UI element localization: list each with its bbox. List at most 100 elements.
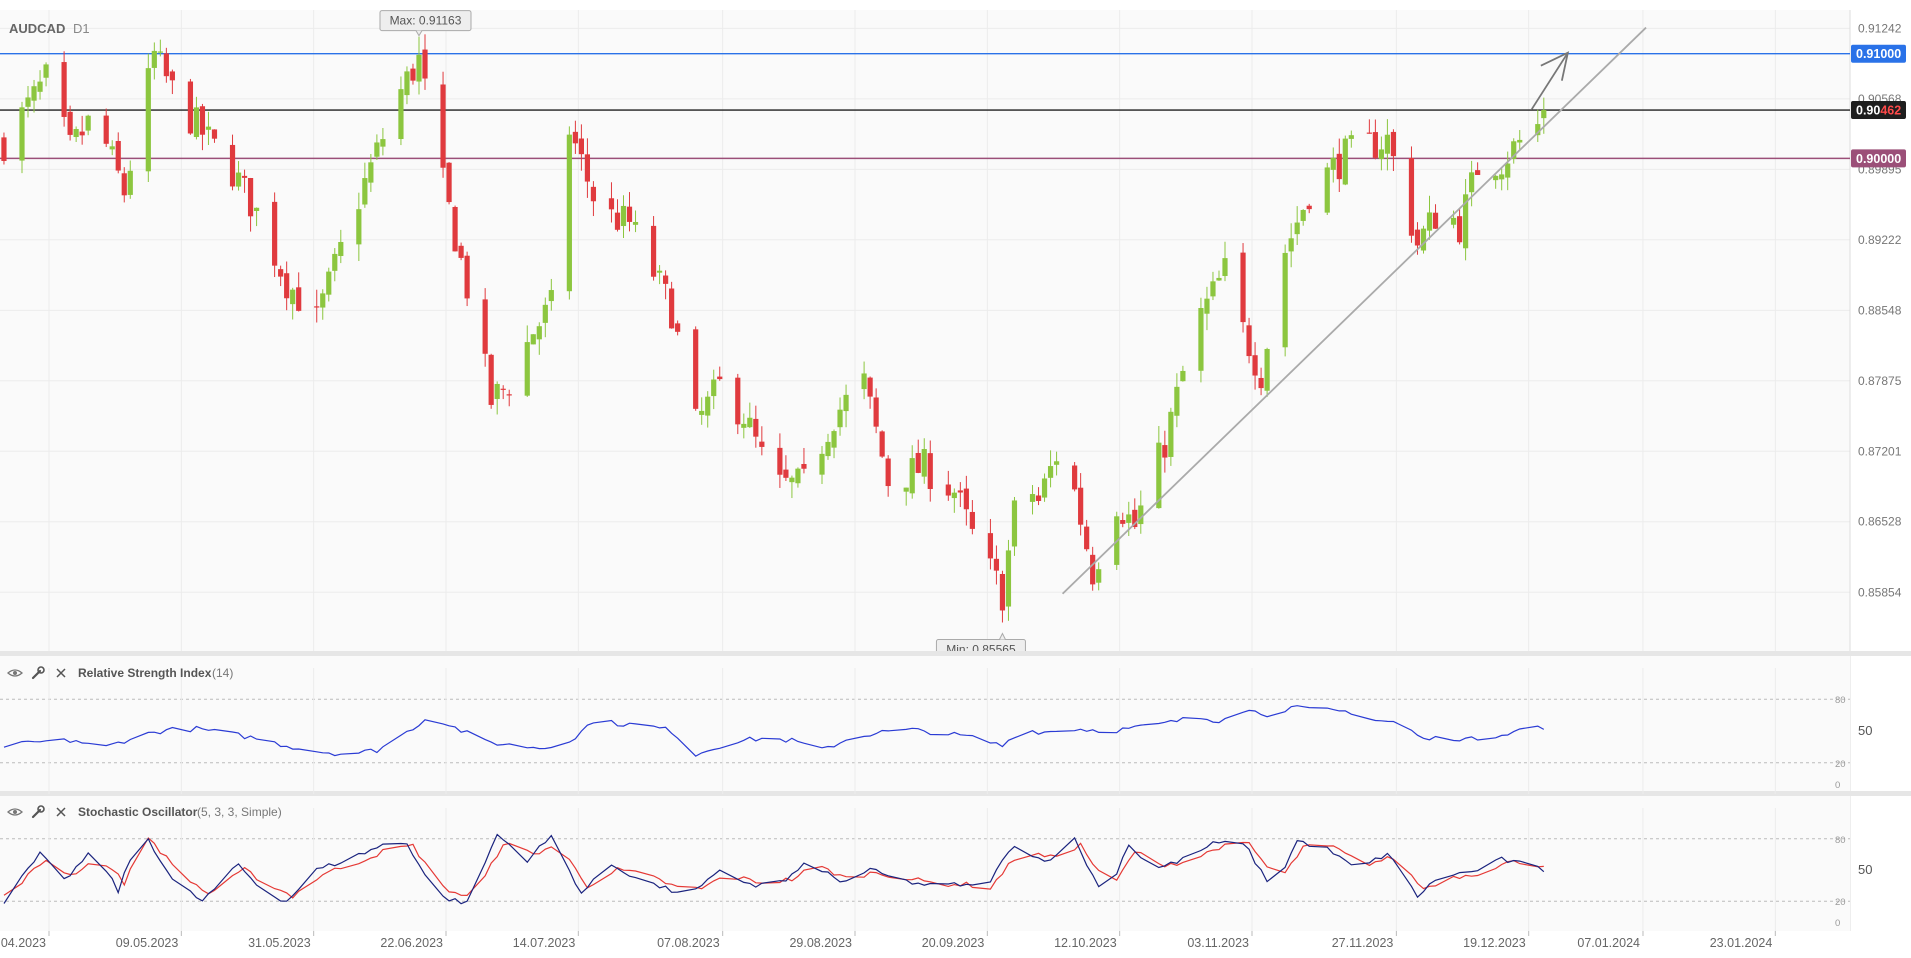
panel-separator-1[interactable] bbox=[0, 651, 1911, 656]
candle-body bbox=[1053, 461, 1060, 465]
candle bbox=[247, 177, 254, 232]
time-tick-label: 19.12.2023 bbox=[1463, 936, 1526, 950]
candle-body bbox=[1306, 205, 1312, 210]
wrench-icon[interactable] bbox=[31, 666, 45, 680]
trendline-group[interactable] bbox=[1061, 26, 1647, 595]
candle-body bbox=[650, 225, 657, 277]
candle bbox=[205, 111, 212, 146]
eye-icon[interactable] bbox=[7, 669, 23, 677]
candle-body bbox=[452, 206, 458, 252]
candle-body bbox=[548, 290, 554, 302]
candle-body bbox=[1120, 520, 1126, 524]
candle bbox=[999, 570, 1006, 623]
candle bbox=[608, 182, 615, 223]
candle bbox=[801, 447, 807, 474]
candle bbox=[362, 162, 368, 208]
candle bbox=[1035, 487, 1042, 506]
candle bbox=[145, 53, 151, 182]
candle bbox=[548, 278, 554, 311]
time-tick-label: 20.09.2023 bbox=[922, 936, 985, 950]
candle bbox=[945, 470, 951, 501]
candle-body bbox=[1535, 124, 1541, 136]
candle bbox=[1096, 562, 1102, 591]
candle-body bbox=[741, 423, 747, 428]
rsi-panel[interactable]: 80 50 20 0 Relative Strength Index (14) bbox=[0, 656, 1872, 794]
candle-body bbox=[1047, 466, 1054, 478]
candle bbox=[163, 47, 169, 83]
candle bbox=[410, 63, 416, 85]
candle-body bbox=[801, 464, 807, 469]
candle-body bbox=[819, 453, 825, 475]
candle-body bbox=[903, 487, 909, 492]
candle-body bbox=[873, 397, 879, 427]
candle bbox=[1258, 367, 1264, 396]
candle bbox=[368, 153, 374, 192]
candle-body bbox=[31, 86, 37, 101]
candle bbox=[398, 76, 404, 146]
stochastic-panel-background bbox=[0, 796, 1850, 931]
candle bbox=[620, 195, 627, 238]
time-tick-label: 23.01.2024 bbox=[1710, 936, 1773, 950]
rsi-params: (14) bbox=[212, 666, 233, 680]
candle-body bbox=[1408, 158, 1415, 236]
candle bbox=[1210, 271, 1216, 301]
candle bbox=[831, 429, 837, 459]
candle-body bbox=[314, 306, 320, 308]
candle bbox=[338, 229, 344, 264]
candle bbox=[1432, 204, 1439, 229]
candle-body bbox=[1378, 149, 1384, 160]
stochastic-grid bbox=[0, 808, 1850, 932]
candle-body bbox=[1450, 217, 1457, 225]
indicator-tick-label: 50 bbox=[1858, 862, 1872, 877]
candle-body bbox=[247, 178, 254, 217]
candle-body bbox=[1336, 153, 1342, 180]
time-axis[interactable]: 17.04.2023 09.05.2023 31.05.2023 22.06.2023… bbox=[0, 931, 1776, 950]
time-tick-label: 17.04.2023 bbox=[0, 936, 46, 950]
candle-body bbox=[241, 175, 248, 178]
candle-body bbox=[1300, 210, 1306, 221]
max-label-pointer bbox=[415, 30, 423, 37]
panel-separator-2[interactable] bbox=[0, 791, 1911, 796]
candle-body bbox=[440, 84, 446, 168]
candle bbox=[867, 376, 873, 409]
price-level-tags: 0.91000 0.90462 0.90000 bbox=[1851, 44, 1906, 168]
price-tick-label: 0.87201 bbox=[1858, 444, 1902, 458]
candle-body bbox=[1132, 509, 1138, 528]
time-tick-label: 14.07.2023 bbox=[513, 936, 576, 950]
candle-body bbox=[656, 270, 663, 273]
candle bbox=[235, 161, 242, 191]
candle bbox=[464, 251, 470, 307]
stochastic-k-line bbox=[3, 833, 1545, 905]
candle bbox=[584, 138, 591, 198]
candle-body bbox=[578, 138, 584, 155]
price-panel[interactable]: 0.912420.905680.898950.892220.885480.878… bbox=[0, 10, 1906, 931]
candle bbox=[1456, 208, 1463, 245]
candle bbox=[951, 488, 957, 513]
candle-body bbox=[1072, 465, 1078, 490]
candle-body bbox=[404, 71, 410, 96]
candle-body bbox=[1366, 132, 1372, 134]
candle bbox=[1300, 209, 1306, 226]
candle-body bbox=[380, 139, 386, 147]
stochastic-series bbox=[3, 833, 1545, 905]
candle bbox=[31, 79, 37, 113]
close-icon[interactable] bbox=[56, 807, 66, 817]
candle-body bbox=[963, 488, 969, 510]
candle-body bbox=[1168, 411, 1174, 457]
candle bbox=[25, 85, 31, 118]
eye-icon[interactable] bbox=[7, 808, 23, 816]
candle-body bbox=[1011, 500, 1018, 547]
close-icon[interactable] bbox=[56, 668, 66, 678]
candle-body bbox=[1475, 170, 1481, 175]
candle bbox=[482, 288, 488, 367]
candle-body bbox=[837, 409, 843, 428]
wrench-icon[interactable] bbox=[31, 805, 45, 819]
candle bbox=[320, 289, 326, 320]
rsi-header: Relative Strength Index (14) bbox=[7, 666, 233, 680]
candle-body bbox=[1414, 229, 1421, 246]
candle bbox=[656, 265, 663, 285]
candle bbox=[693, 326, 699, 411]
stochastic-panel[interactable]: 80 50 20 0 Stochastic Oscillator (5, 3, 3, … bbox=[0, 796, 1872, 932]
price-tick-label: 0.91242 bbox=[1858, 21, 1902, 35]
candle bbox=[1180, 365, 1186, 382]
